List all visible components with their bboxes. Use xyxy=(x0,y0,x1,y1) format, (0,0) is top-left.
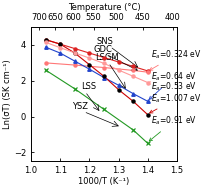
Text: $E_a$=1.007 eV: $E_a$=1.007 eV xyxy=(149,92,201,113)
Text: $E_a$=0.53 eV: $E_a$=0.53 eV xyxy=(146,80,196,93)
Text: GDC: GDC xyxy=(93,45,112,54)
Text: $E_a$=0.64 eV: $E_a$=0.64 eV xyxy=(148,71,196,99)
Text: $E_a$=0.324 eV: $E_a$=0.324 eV xyxy=(149,49,201,70)
Text: LSS: LSS xyxy=(80,82,95,91)
Y-axis label: Ln(σT) (SK cm⁻¹): Ln(σT) (SK cm⁻¹) xyxy=(3,59,12,129)
Text: $E_a$=0.91 eV: $E_a$=0.91 eV xyxy=(148,115,196,141)
X-axis label: Temperature (°C): Temperature (°C) xyxy=(67,3,140,12)
Text: LSGM: LSGM xyxy=(95,53,118,62)
Text: YSZ: YSZ xyxy=(72,102,87,111)
X-axis label: 1000/T (K⁻¹): 1000/T (K⁻¹) xyxy=(78,177,129,186)
Text: SNS: SNS xyxy=(96,37,113,46)
